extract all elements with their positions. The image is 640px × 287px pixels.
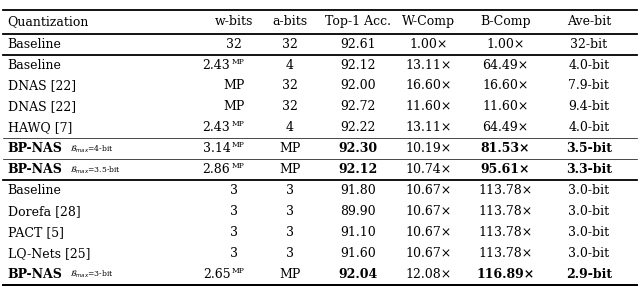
Text: 1.00×: 1.00× bbox=[486, 38, 525, 51]
Text: LQ-Nets [25]: LQ-Nets [25] bbox=[8, 247, 90, 260]
Text: DNAS [22]: DNAS [22] bbox=[8, 79, 76, 92]
Text: w-bits: w-bits bbox=[214, 15, 253, 28]
Text: MP: MP bbox=[279, 268, 301, 281]
Text: MP: MP bbox=[223, 79, 244, 92]
Text: 10.19×: 10.19× bbox=[406, 142, 452, 155]
Text: 4.0-bit: 4.0-bit bbox=[568, 59, 609, 71]
Text: 10.67×: 10.67× bbox=[406, 184, 452, 197]
Text: a-bits: a-bits bbox=[273, 15, 307, 28]
Text: 92.04: 92.04 bbox=[339, 268, 378, 281]
Text: 116.89×: 116.89× bbox=[476, 268, 535, 281]
Text: 92.00: 92.00 bbox=[340, 79, 376, 92]
Text: 3.5-bit: 3.5-bit bbox=[566, 142, 612, 155]
Text: 4: 4 bbox=[286, 121, 294, 134]
Text: Top-1 Acc.: Top-1 Acc. bbox=[325, 15, 392, 28]
Text: Dorefa [28]: Dorefa [28] bbox=[8, 205, 81, 218]
Text: 92.22: 92.22 bbox=[340, 121, 376, 134]
Text: 92.72: 92.72 bbox=[340, 100, 376, 113]
Text: 91.10: 91.10 bbox=[340, 226, 376, 239]
Text: 3: 3 bbox=[286, 226, 294, 239]
Text: 1.00×: 1.00× bbox=[410, 38, 448, 51]
Text: 32-bit: 32-bit bbox=[570, 38, 607, 51]
Text: 95.61×: 95.61× bbox=[481, 163, 531, 176]
Text: $\mathcal{B}_{max}$=3.5-bit: $\mathcal{B}_{max}$=3.5-bit bbox=[70, 164, 122, 176]
Text: MP: MP bbox=[232, 267, 244, 275]
Text: 10.67×: 10.67× bbox=[406, 205, 452, 218]
Text: 3.0-bit: 3.0-bit bbox=[568, 184, 609, 197]
Text: 92.61: 92.61 bbox=[340, 38, 376, 51]
Text: 13.11×: 13.11× bbox=[406, 121, 452, 134]
Text: 11.60×: 11.60× bbox=[406, 100, 452, 113]
Text: 81.53×: 81.53× bbox=[481, 142, 531, 155]
Text: W-Comp: W-Comp bbox=[402, 15, 456, 28]
Text: 92.12: 92.12 bbox=[340, 59, 376, 71]
Text: 91.80: 91.80 bbox=[340, 184, 376, 197]
Text: 2.9-bit: 2.9-bit bbox=[566, 268, 612, 281]
Text: 113.78×: 113.78× bbox=[479, 226, 532, 239]
Text: 3.0-bit: 3.0-bit bbox=[568, 205, 609, 218]
Text: MP: MP bbox=[232, 58, 244, 65]
Text: Baseline: Baseline bbox=[8, 184, 61, 197]
Text: HAWQ [7]: HAWQ [7] bbox=[8, 121, 72, 134]
Text: 13.11×: 13.11× bbox=[406, 59, 452, 71]
Text: 2.43: 2.43 bbox=[203, 121, 230, 134]
Text: 10.67×: 10.67× bbox=[406, 226, 452, 239]
Text: 3: 3 bbox=[286, 184, 294, 197]
Text: B-Comp: B-Comp bbox=[480, 15, 531, 28]
Text: 32: 32 bbox=[282, 100, 298, 113]
Text: 113.78×: 113.78× bbox=[479, 205, 532, 218]
Text: BP-NAS: BP-NAS bbox=[8, 142, 63, 155]
Text: 89.90: 89.90 bbox=[340, 205, 376, 218]
Text: MP: MP bbox=[232, 121, 244, 128]
Text: Baseline: Baseline bbox=[8, 59, 61, 71]
Text: 7.9-bit: 7.9-bit bbox=[568, 79, 609, 92]
Text: 10.67×: 10.67× bbox=[406, 247, 452, 260]
Text: 3.3-bit: 3.3-bit bbox=[566, 163, 612, 176]
Text: 32: 32 bbox=[282, 38, 298, 51]
Text: Quantization: Quantization bbox=[8, 15, 89, 28]
Text: 3.0-bit: 3.0-bit bbox=[568, 247, 609, 260]
Text: 64.49×: 64.49× bbox=[483, 59, 529, 71]
Text: $\mathcal{B}_{max}$=4-bit: $\mathcal{B}_{max}$=4-bit bbox=[70, 143, 114, 155]
Text: 11.60×: 11.60× bbox=[483, 100, 529, 113]
Text: MP: MP bbox=[223, 100, 244, 113]
Text: 32: 32 bbox=[226, 38, 241, 51]
Text: 32: 32 bbox=[282, 79, 298, 92]
Text: 2.43: 2.43 bbox=[203, 59, 230, 71]
Text: PACT [5]: PACT [5] bbox=[8, 226, 64, 239]
Text: 4: 4 bbox=[286, 59, 294, 71]
Text: 10.74×: 10.74× bbox=[406, 163, 452, 176]
Text: 9.4-bit: 9.4-bit bbox=[568, 100, 609, 113]
Text: 3: 3 bbox=[286, 247, 294, 260]
Text: $\mathcal{B}_{max}$=3-bit: $\mathcal{B}_{max}$=3-bit bbox=[70, 269, 114, 280]
Text: 3: 3 bbox=[230, 205, 237, 218]
Text: 64.49×: 64.49× bbox=[483, 121, 529, 134]
Text: 3: 3 bbox=[230, 247, 237, 260]
Text: 2.86: 2.86 bbox=[203, 163, 230, 176]
Text: MP: MP bbox=[232, 141, 244, 149]
Text: 4.0-bit: 4.0-bit bbox=[568, 121, 609, 134]
Text: 92.30: 92.30 bbox=[339, 142, 378, 155]
Text: 113.78×: 113.78× bbox=[479, 247, 532, 260]
Text: 16.60×: 16.60× bbox=[406, 79, 452, 92]
Text: MP: MP bbox=[232, 162, 244, 170]
Text: 3: 3 bbox=[230, 184, 237, 197]
Text: BP-NAS: BP-NAS bbox=[8, 163, 63, 176]
Text: BP-NAS: BP-NAS bbox=[8, 268, 63, 281]
Text: 92.12: 92.12 bbox=[339, 163, 378, 176]
Text: 12.08×: 12.08× bbox=[406, 268, 452, 281]
Text: 113.78×: 113.78× bbox=[479, 184, 532, 197]
Text: Ave-bit: Ave-bit bbox=[566, 15, 611, 28]
Text: 91.60: 91.60 bbox=[340, 247, 376, 260]
Text: 3: 3 bbox=[286, 205, 294, 218]
Text: DNAS [22]: DNAS [22] bbox=[8, 100, 76, 113]
Text: Baseline: Baseline bbox=[8, 38, 61, 51]
Text: 2.65: 2.65 bbox=[203, 268, 230, 281]
Text: MP: MP bbox=[279, 163, 301, 176]
Text: 3.14: 3.14 bbox=[202, 142, 230, 155]
Text: 3.0-bit: 3.0-bit bbox=[568, 226, 609, 239]
Text: 16.60×: 16.60× bbox=[483, 79, 529, 92]
Text: MP: MP bbox=[279, 142, 301, 155]
Text: 3: 3 bbox=[230, 226, 237, 239]
